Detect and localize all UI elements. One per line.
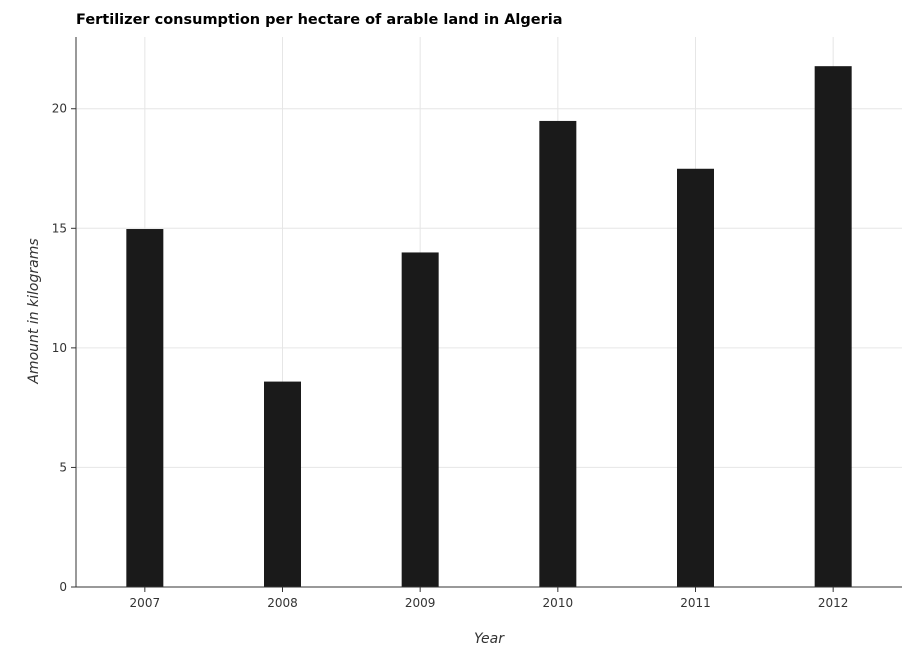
bar-2011 <box>677 168 714 587</box>
y-tick-label: 15 <box>52 221 67 235</box>
bar-2008 <box>264 381 301 587</box>
y-axis-label: Amount in kilograms <box>26 238 42 384</box>
y-tick-label: 5 <box>59 460 67 474</box>
x-tick-label: 2008 <box>267 596 298 610</box>
chart-title: Fertilizer consumption per hectare of ar… <box>76 12 563 28</box>
x-tick-label: 2010 <box>543 596 574 610</box>
bar-2012 <box>814 66 852 588</box>
grid <box>76 37 902 588</box>
x-tick-label: 2011 <box>680 596 711 610</box>
bar-2007 <box>126 229 164 588</box>
bar-2009 <box>401 252 439 587</box>
bars <box>126 66 852 588</box>
x-tick-label: 2007 <box>130 596 161 610</box>
bar-2010 <box>539 120 577 587</box>
tick-labels: 0 5 10 15 20 2007 2008 2009 2010 2011 2012 <box>52 102 849 610</box>
x-tick-label: 2012 <box>818 596 849 610</box>
y-tick-label: 20 <box>52 102 67 116</box>
x-axis-label: Year <box>474 631 505 647</box>
y-tick-label: 10 <box>52 341 67 355</box>
axes <box>71 37 902 592</box>
x-tick-label: 2009 <box>405 596 436 610</box>
y-tick-label: 0 <box>59 580 67 594</box>
